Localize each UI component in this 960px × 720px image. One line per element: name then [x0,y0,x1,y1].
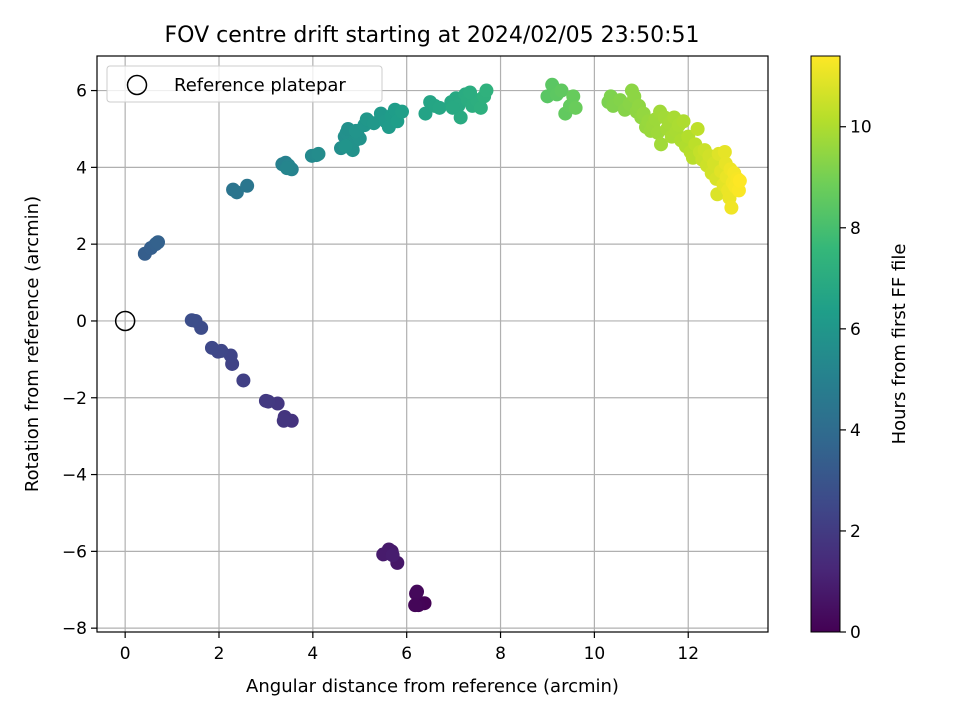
y-tick-label: −2 [62,389,87,409]
data-point [408,598,423,613]
data-point [724,200,739,215]
x-axis-ticks: 0 2 4 6 8 10 12 [120,632,699,664]
data-point [717,145,732,159]
colorbar-tick-label: 6 [850,320,861,340]
reference-platepar-marker [114,310,136,332]
data-point [258,393,273,408]
plot-frame [96,55,769,633]
data-point [432,100,447,115]
y-tick-label: −8 [62,619,87,639]
x-tick-label: 6 [401,644,412,664]
data-point [690,121,705,136]
data-point [395,104,409,119]
colorbar-tick-label: 2 [850,522,861,542]
colorbar-label: Hours from first FF file [889,244,910,445]
data-point [463,85,478,100]
data-point [311,146,326,161]
data-point [453,110,468,125]
legend-entry-reference: Reference platepar [174,75,346,96]
data-point [280,161,295,176]
data-point [338,139,353,154]
y-tick-label: 6 [76,82,87,102]
x-tick-label: 12 [677,644,699,664]
colorbar-ticks: 0 2 4 6 8 10 [840,118,872,643]
data-point [654,137,669,152]
y-tick-label: 2 [76,235,87,255]
x-tick-label: 0 [120,644,131,664]
data-point [732,173,747,188]
data-point [479,83,494,98]
data-point [204,340,219,355]
x-tick-label: 8 [495,644,506,664]
legend-marker [126,74,148,96]
legend: Reference platepar [106,65,383,103]
colorbar-tick-label: 0 [850,623,861,643]
data-point [566,89,581,104]
data-point [385,548,400,563]
x-axis-label: Angular distance from reference (arcmin) [246,676,619,697]
x-tick-label: 4 [307,644,318,664]
data-point [445,100,460,115]
y-tick-label: 4 [76,158,87,178]
colorbar-tick-label: 8 [850,219,861,239]
data-point [240,178,255,193]
data-points [137,77,747,613]
chart-title: FOV centre drift starting at 2024/02/05 … [165,23,700,48]
data-point [366,116,381,131]
data-point [276,413,291,428]
y-tick-label: −6 [62,542,87,562]
colorbar: 0 2 4 6 8 10 Hours from first FF file [810,55,910,643]
colorbar-tick-label: 10 [850,118,872,138]
x-tick-label: 2 [214,644,225,664]
data-point [229,185,244,200]
data-point [410,584,425,599]
y-axis-ticks: −8 −6 −4 −2 0 2 4 6 [62,82,97,639]
data-point [473,100,488,115]
data-point [236,373,251,388]
data-point [554,83,569,98]
legend-box [106,65,383,103]
data-point [184,313,199,328]
y-axis-label: Rotation from reference (arcmin) [22,196,43,492]
data-point [676,114,691,129]
data-point [568,100,583,115]
y-tick-label: 0 [76,312,87,332]
x-tick-label: 10 [584,644,606,664]
colorbar-gradient [810,55,841,633]
data-point [418,106,433,121]
y-tick-label: −4 [62,466,87,486]
colorbar-tick-label: 4 [850,421,861,441]
data-point [151,235,165,250]
